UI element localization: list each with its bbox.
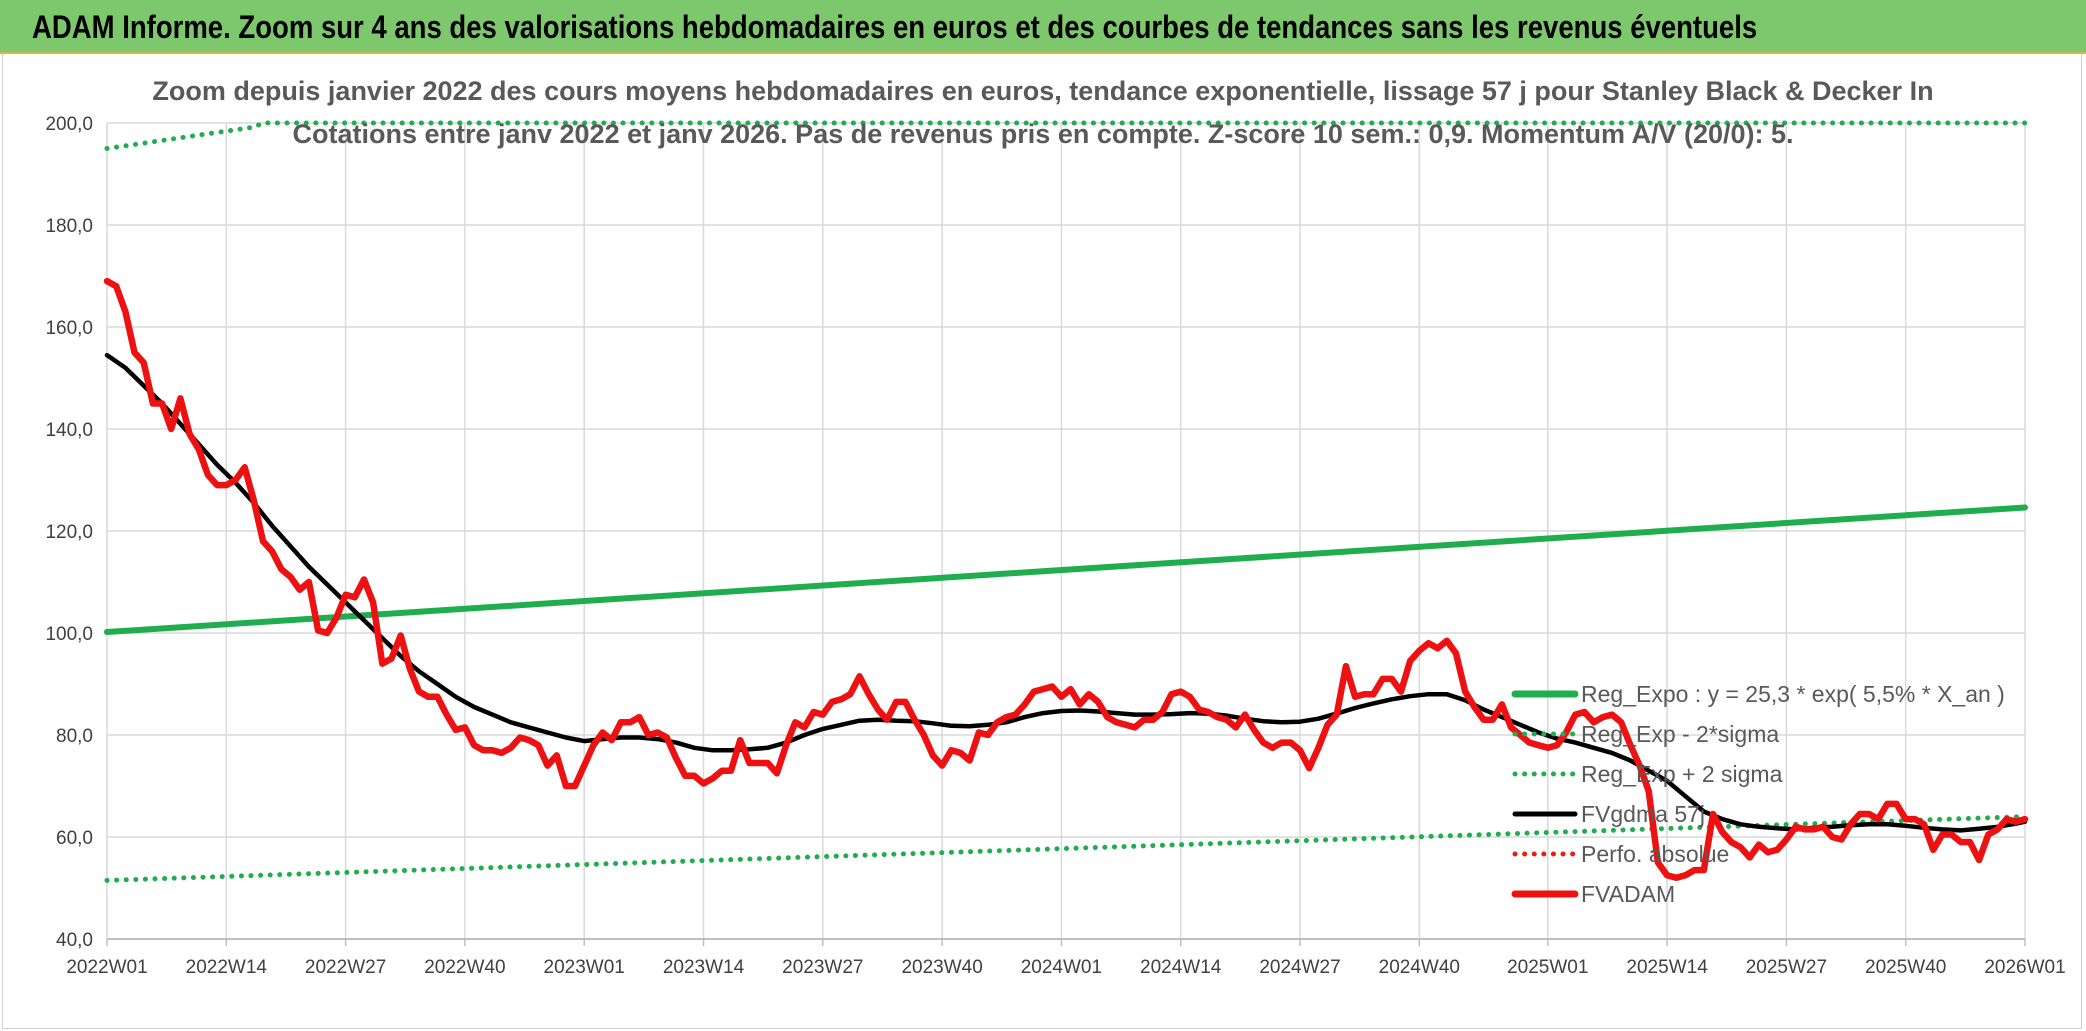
line-chart: 40,0 60,0 80,0 100,0 120,0 140,0 160,0 180,0 200…	[45, 76, 2065, 978]
y-tick-label: 120,0	[45, 522, 93, 543]
fvadam-line	[103, 277, 2029, 882]
y-tick-label: 180,0	[45, 216, 93, 237]
fvgdma-57j-line	[104, 352, 2028, 833]
x-tick-label: 2023W27	[782, 957, 863, 978]
chart-frame: 40,0 60,0 80,0 100,0 120,0 140,0 160,0 180,0 200…	[2, 54, 2082, 1029]
legend-label-reg-expo: Reg_Expo : y = 25,3 * exp( 5,5% * X_an )	[1581, 681, 2005, 707]
axes: 40,0 60,0 80,0 100,0 120,0 140,0 160,0 180,0 200…	[45, 114, 2065, 978]
y-tick-label: 140,0	[45, 420, 93, 441]
reg-expo-line	[104, 504, 2028, 635]
legend-label-reg-exp-plus-2sigma: Reg_Exp + 2 sigma	[1581, 761, 1783, 787]
x-tick-label: 2025W27	[1746, 957, 1827, 978]
x-tick-label: 2025W14	[1626, 957, 1708, 978]
x-tick-label: 2023W14	[663, 957, 745, 978]
x-tick-label: 2024W01	[1021, 957, 1102, 978]
legend-label-reg-exp-minus-2sigma: Reg_Exp - 2*sigma	[1581, 721, 1779, 747]
reg-exp-minus-2sigma-line	[104, 814, 2028, 883]
legend-label-fvadam: FVADAM	[1581, 881, 1675, 907]
x-tick-label: 2025W40	[1865, 957, 1946, 978]
x-tick-label: 2022W40	[424, 957, 505, 978]
y-tick-label: 100,0	[45, 624, 93, 645]
y-tick-label: 60,0	[56, 828, 93, 849]
x-tick-label: 2024W40	[1379, 957, 1460, 978]
chart-title: Zoom depuis janvier 2022 des cours moyen…	[152, 76, 1933, 106]
series-lines	[103, 120, 2029, 883]
y-tick-label: 80,0	[56, 726, 93, 747]
legend-label-fvgdma-57j: FVgdma 57j	[1581, 801, 1705, 827]
x-tick-label: 2022W01	[66, 957, 147, 978]
x-tick-label: 2023W01	[544, 957, 625, 978]
chart-subtitle: Cotations entre janv 2022 et janv 2026. …	[292, 119, 1793, 149]
y-tick-label: 160,0	[45, 318, 93, 339]
legend-label-perfo-absolue: Perfo. absolue	[1581, 841, 1729, 867]
reg-exp-plus-2sigma-line	[104, 120, 2028, 151]
grid-lines	[106, 122, 2026, 940]
report-banner: ADAM Informe. Zoom sur 4 ans des valoris…	[0, 0, 2086, 54]
x-tick-label: 2022W27	[305, 957, 386, 978]
x-tick-label: 2025W01	[1507, 957, 1588, 978]
y-tick-label: 40,0	[56, 930, 93, 951]
x-tick-label: 2022W14	[186, 957, 268, 978]
x-tick-label: 2023W40	[901, 957, 982, 978]
y-tick-label: 200,0	[45, 114, 93, 135]
x-tick-label: 2024W27	[1259, 957, 1340, 978]
legend: Reg_Expo : y = 25,3 * exp( 5,5% * X_an )…	[1511, 681, 2005, 907]
report-title: ADAM Informe. Zoom sur 4 ans des valoris…	[32, 9, 1758, 45]
x-tick-label: 2024W14	[1140, 957, 1222, 978]
x-tick-label: 2026W01	[1984, 957, 2065, 978]
